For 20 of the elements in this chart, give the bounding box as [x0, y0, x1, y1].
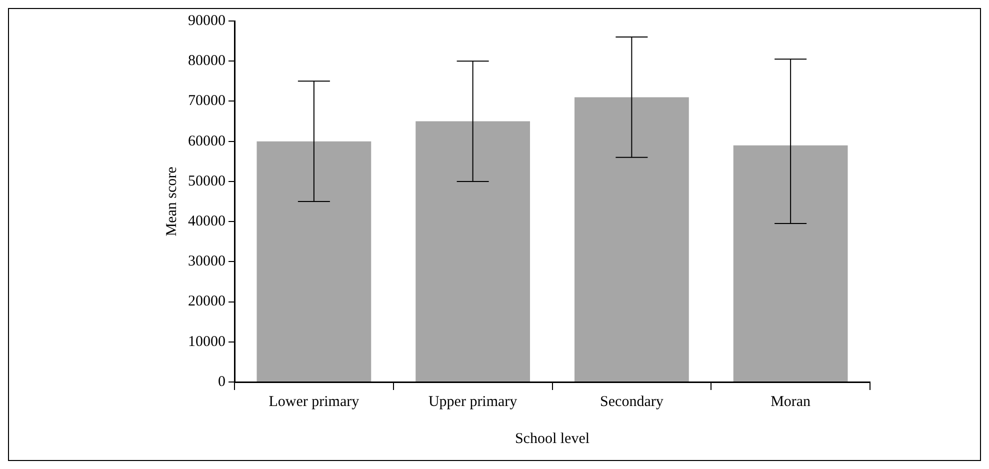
y-tick-label: 20000 — [188, 294, 226, 310]
bar — [574, 97, 689, 382]
y-tick-label: 80000 — [188, 53, 226, 70]
x-tick-label: Upper primary — [428, 394, 518, 410]
y-tick-label: 0 — [218, 374, 226, 390]
y-tick-label: 10000 — [188, 334, 226, 350]
y-tick-label: 90000 — [188, 12, 226, 29]
bar — [416, 121, 530, 382]
y-tick-label: 40000 — [188, 213, 226, 230]
y-axis-title: Mean score — [164, 166, 180, 236]
x-axis-title: School level — [514, 430, 590, 447]
x-tick-label: Secondary — [600, 394, 664, 410]
bar — [256, 141, 372, 382]
y-tick-label: 60000 — [188, 133, 226, 150]
y-tick-label: 70000 — [188, 93, 226, 110]
y-tick-label: 50000 — [188, 173, 226, 190]
x-tick-label: Lower primary — [268, 394, 360, 410]
y-tick-label: 30000 — [188, 254, 226, 270]
bar — [733, 145, 848, 382]
x-tick-label: Moran — [770, 394, 812, 410]
